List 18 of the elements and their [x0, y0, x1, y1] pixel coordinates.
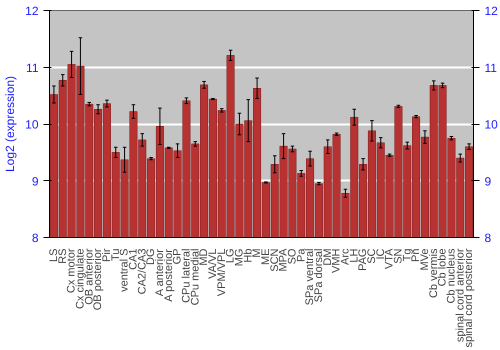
- x-tick-label: Cb nucleus: [445, 248, 458, 304]
- y2-tick-label: 9: [484, 174, 492, 188]
- y-tick-label: 12: [25, 4, 39, 18]
- x-tick-label: Arc: [339, 248, 352, 265]
- y-tick-label: 8: [32, 231, 39, 245]
- y2-tick-label: 8: [484, 231, 492, 245]
- y2-tick-label: 12: [484, 4, 498, 18]
- x-tick-label: MVe: [418, 248, 431, 271]
- x-tick-label: SPa dorsal: [312, 248, 325, 302]
- y-axis-title: Log2 (expression): [3, 76, 18, 172]
- y-tick-label: 11: [26, 60, 39, 75]
- y2-tick-label: 10: [484, 118, 498, 132]
- x-tick-label: spinal cord posterior: [463, 248, 476, 348]
- y-tick-label: 9: [32, 174, 39, 188]
- x-tick-label: SO: [286, 248, 298, 264]
- y2-tick-label: 11: [484, 60, 498, 75]
- y-tick-label: 10: [25, 118, 39, 132]
- x-tick-label: RS: [56, 248, 69, 264]
